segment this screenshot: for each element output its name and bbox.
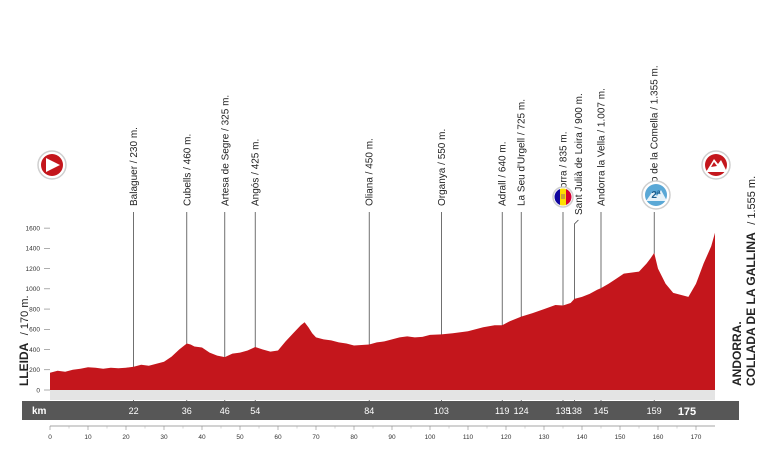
waypoint-km: 119 — [495, 406, 509, 416]
elevation-profile-area — [50, 232, 715, 390]
waypoint-label: Organya / 550 m. — [437, 129, 448, 206]
waypoint-km: 22 — [129, 406, 139, 416]
waypoint-km: 54 — [250, 406, 260, 416]
waypoint-label: Angós / 425 m. — [251, 139, 262, 206]
x-tick-label: 80 — [350, 434, 358, 441]
x-tick-label: 60 — [274, 434, 282, 441]
waypoint-km: 36 — [182, 406, 192, 416]
x-tick-label: 50 — [236, 434, 244, 441]
waypoint-km: 103 — [434, 406, 449, 416]
x-tick-label: 30 — [160, 434, 168, 441]
x-tick-label: 140 — [577, 434, 588, 441]
x-tick-label: 120 — [501, 434, 512, 441]
finish-mountain-icon — [701, 150, 731, 180]
y-tick-label: 1600 — [26, 225, 41, 232]
waypoint-label: Cubells / 460 m. — [182, 134, 193, 206]
x-tick-label: 170 — [691, 434, 702, 441]
waypoint-km: 46 — [220, 406, 230, 416]
waypoint-km: 138 — [567, 406, 582, 416]
y-tick-label: 600 — [29, 327, 40, 334]
waypoint-label: Adrall / 640 m. — [498, 142, 509, 206]
y-tick-label: 800 — [29, 306, 40, 313]
x-axis: 0 10 20 30 40 50 60 70 80 90 100 110 120 130 140 150 160… — [48, 426, 702, 441]
waypoint-label: Balaguer / 230 m. — [129, 127, 140, 206]
finish-location-label-line1: ANDORRA. — [730, 321, 744, 386]
start-location-label: LLEIDA / 170 m. — [15, 295, 32, 386]
x-tick-label: 110 — [463, 434, 474, 441]
x-tick-label: 0 — [48, 434, 52, 441]
waypoint-label: Andorra / 835 m. — [559, 132, 570, 206]
y-tick-label: 0 — [36, 387, 40, 394]
y-tick-label: 1400 — [26, 246, 41, 253]
waypoint-km: 135 — [555, 406, 570, 416]
x-tick-label: 150 — [615, 434, 626, 441]
km-band-label: km — [32, 406, 47, 417]
x-tick-label: 100 — [425, 434, 436, 441]
andorra-flag-icon — [552, 186, 574, 208]
finish-location-label-line2: COLLADA DE LA GALLINA / 1.555 m. — [742, 176, 759, 386]
start-arrow-icon — [37, 150, 67, 180]
waypoint-label: Andorra la Vella / 1.007 m. — [597, 88, 608, 206]
y-tick-label: 400 — [29, 347, 40, 354]
x-tick-label: 10 — [84, 434, 92, 441]
waypoint-label: La Seu d'Urgell / 725 m. — [517, 99, 528, 206]
baseline-light-band — [50, 390, 715, 400]
y-tick-label: 1000 — [26, 286, 41, 293]
x-tick-label: 40 — [198, 434, 206, 441]
y-tick-label: 1200 — [26, 266, 41, 273]
waypoint-label: Artesa de Segre / 325 m. — [220, 95, 231, 206]
waypoint-km: 84 — [364, 406, 374, 416]
waypoint-label: Sant Julià de Loira / 900 m. — [574, 93, 585, 215]
y-tick-label: 200 — [29, 367, 40, 374]
x-tick-label: 20 — [122, 434, 130, 441]
x-tick-label: 160 — [653, 434, 664, 441]
climb-category-label: 2ª — [651, 190, 661, 201]
waypoint-km: 145 — [593, 406, 608, 416]
waypoint-label: Oliana / 450 m. — [365, 138, 376, 206]
x-tick-label: 90 — [388, 434, 396, 441]
x-tick-label: 70 — [312, 434, 320, 441]
waypoint-guide-elbow — [574, 219, 579, 228]
finish-km: 175 — [678, 406, 696, 418]
waypoint-km: 124 — [514, 406, 529, 416]
waypoint-km: 159 — [647, 406, 662, 416]
x-tick-label: 130 — [539, 434, 550, 441]
km-band — [22, 401, 739, 420]
waypoint-labels: Balaguer / 230 m. Cubells / 460 m. Artesa … — [129, 65, 661, 215]
climb-category-icon: 2ª — [641, 180, 671, 210]
waypoint-label: Puerto de la Comella / 1.355 m. — [650, 65, 661, 206]
y-axis: 0 200 400 600 800 1000 1200 1400 1600 — [26, 225, 50, 394]
